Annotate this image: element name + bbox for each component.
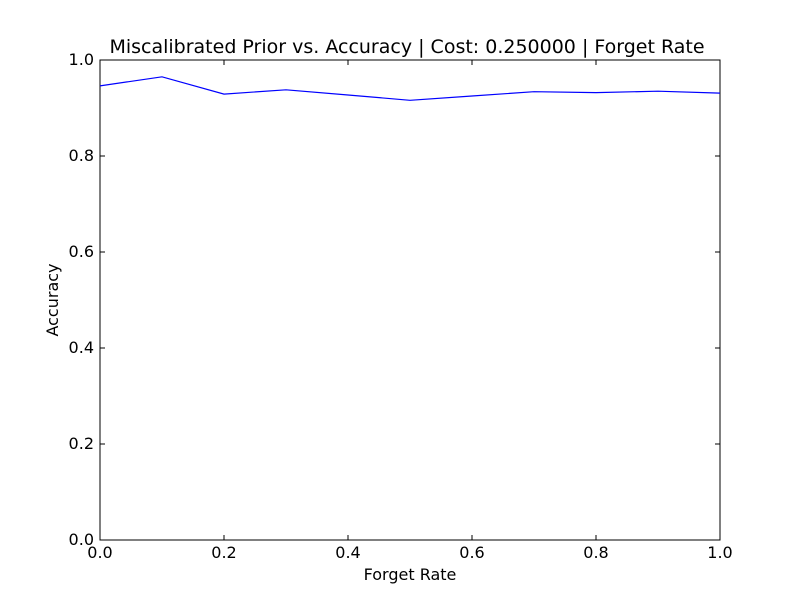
y-axis-label: Accuracy (43, 263, 62, 336)
x-axis: 0.0 0.2 0.4 0.6 0.8 1.0 (87, 60, 733, 562)
x-tick-label: 0.2 (211, 543, 236, 562)
axes-frame (99, 59, 721, 541)
x-axis-label: Forget Rate (364, 565, 457, 584)
y-tick-label: 0.2 (69, 434, 94, 453)
series-layer (99, 76, 721, 101)
y-tick-label: 0.8 (69, 146, 94, 165)
x-tick-label: 0.8 (583, 543, 608, 562)
series-line-0 (99, 76, 721, 101)
x-tick-label: 0.4 (335, 543, 360, 562)
y-tick-label: 0.0 (69, 530, 94, 549)
y-tick-label: 0.4 (69, 338, 94, 357)
plot-area: 0.0 0.2 0.4 0.6 0.8 1.0 0.0 0.2 0.4 0.6 0.8 1.0 (69, 50, 733, 562)
x-tick-label: 0.0 (87, 543, 112, 562)
x-tick-label: 0.6 (459, 543, 484, 562)
y-axis: 0.0 0.2 0.4 0.6 0.8 1.0 (69, 50, 720, 549)
chart-title: Miscalibrated Prior vs. Accuracy | Cost:… (109, 36, 704, 58)
x-tick-label: 1.0 (707, 543, 732, 562)
y-tick-label: 1.0 (69, 50, 94, 69)
y-tick-label: 0.6 (69, 242, 94, 261)
